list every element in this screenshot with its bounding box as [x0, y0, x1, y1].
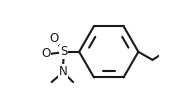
Text: O: O: [41, 47, 50, 60]
Text: N: N: [59, 65, 67, 78]
Text: O: O: [49, 32, 58, 45]
Text: S: S: [60, 45, 67, 58]
